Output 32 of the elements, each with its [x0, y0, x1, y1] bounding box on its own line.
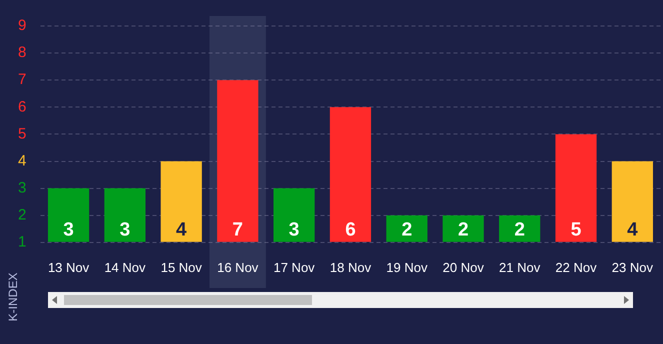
y-tick-label: 8	[18, 44, 26, 62]
data-label: 4	[627, 220, 638, 241]
data-label: 6	[345, 220, 356, 241]
y-tick-label: 7	[18, 71, 26, 88]
x-tick-label: 23 Nov	[612, 260, 654, 275]
x-tick-label: 15 Nov	[160, 260, 202, 275]
data-label: 4	[176, 220, 188, 241]
y-tick-label: 6	[18, 98, 26, 116]
x-tick-label: 18 Nov	[330, 260, 372, 275]
data-label: 2	[458, 220, 469, 241]
x-tick-label: 13 Nov	[48, 260, 90, 275]
data-label: 2	[402, 220, 412, 241]
x-tick-label: 20 Nov	[442, 260, 484, 275]
x-tick-label: 19 Nov	[386, 260, 428, 275]
y-tick-label: 9	[18, 17, 26, 34]
data-label: 3	[120, 220, 130, 241]
y-tick-label: 2	[18, 206, 26, 224]
y-tick-label: 1	[18, 234, 26, 251]
data-label: 3	[288, 220, 300, 241]
data-label: 5	[570, 220, 582, 241]
x-tick-label: 16 Nov	[217, 260, 259, 275]
data-label: 3	[63, 220, 74, 241]
x-tick-label: 21 Nov	[499, 260, 541, 275]
data-label: 7	[232, 220, 243, 241]
y-tick-label: 3	[18, 179, 26, 196]
data-label: 2	[514, 220, 525, 241]
x-tick-label: 14 Nov	[104, 260, 146, 275]
y-tick-label: 5	[18, 125, 26, 142]
x-tick-label: 17 Nov	[273, 260, 316, 275]
y-axis-title: K-INDEX	[6, 272, 20, 324]
x-tick-label: 22 Nov	[555, 260, 598, 275]
y-tick-label: 4	[18, 152, 26, 170]
